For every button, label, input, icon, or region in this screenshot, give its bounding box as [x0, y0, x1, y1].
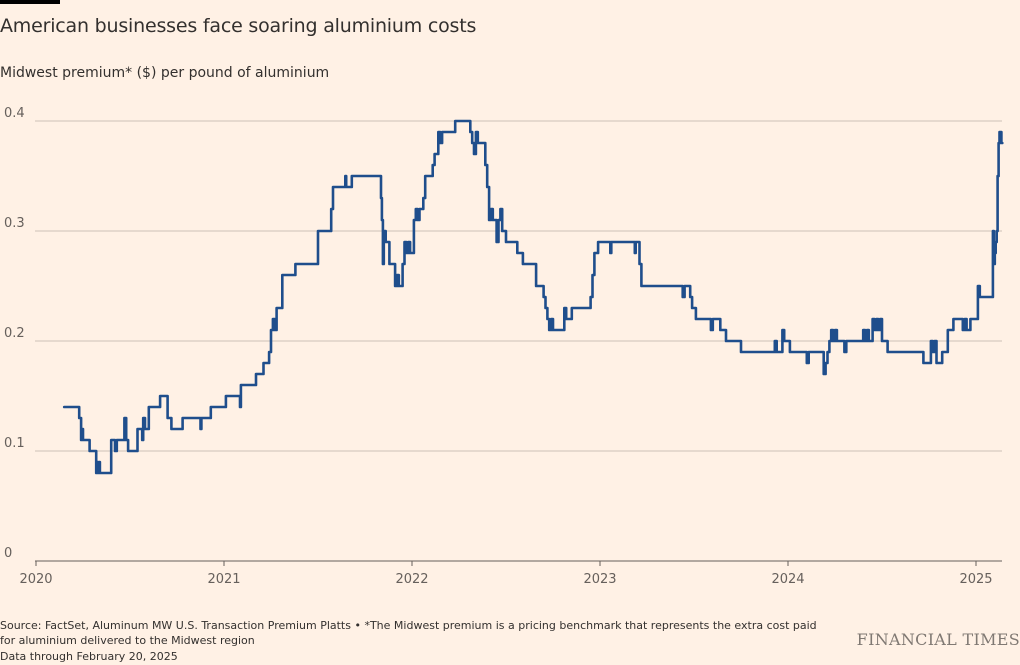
data-through-note: Data through February 20, 2025	[0, 650, 178, 663]
x-tick-label: 2023	[583, 572, 616, 587]
y-tick-label: 0.3	[4, 216, 25, 231]
midwest-premium-series-line	[62, 119, 1004, 475]
y-tick-label: 0.1	[4, 436, 25, 451]
source-note: Source: FactSet, Aluminum MW U.S. Transa…	[0, 619, 817, 647]
x-tick-label: 2020	[19, 572, 52, 587]
y-gridlines	[35, 120, 1002, 452]
y-tick-label: 0	[4, 546, 12, 561]
x-tick-label: 2025	[959, 572, 992, 587]
series-group	[62, 119, 1004, 475]
y-tick-label: 0.4	[4, 106, 25, 121]
ft-logo: FINANCIAL TIMES	[856, 630, 1020, 649]
chart-subtitle: Midwest premium* ($) per pound of alumin…	[0, 65, 330, 81]
y-tick-labels: 0 0.1 0.2 0.3 0.4	[4, 106, 25, 561]
x-tick-label: 2022	[395, 572, 428, 587]
x-tick-label: 2021	[207, 572, 240, 587]
brand-top-rule	[0, 0, 60, 4]
y-tick-label: 0.2	[4, 326, 25, 341]
line-chart: 0 0.1 0.2 0.3 0.4 2020 2021 2022 2023 2024 2025	[4, 106, 1004, 587]
chart-title: American businesses face soaring alumini…	[0, 15, 477, 37]
x-tick-label: 2024	[771, 572, 804, 587]
x-axis: 2020 2021 2022 2023 2024 2025	[19, 560, 1002, 587]
